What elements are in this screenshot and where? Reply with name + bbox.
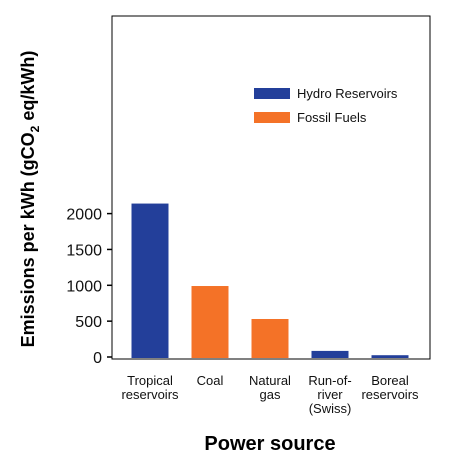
bars bbox=[131, 203, 409, 358]
x-category-label-line: Natural bbox=[249, 373, 291, 388]
y-axis-ticks: 0 500 1000 1500 2000 bbox=[66, 207, 112, 367]
y-axis-title-subscript: 2 bbox=[28, 125, 42, 132]
x-category-label-line: Run-of- bbox=[308, 373, 351, 388]
bar bbox=[251, 318, 289, 358]
y-tick-label: 1000 bbox=[66, 278, 102, 295]
x-category-label-line: river bbox=[317, 387, 343, 402]
y-tick-label: 1500 bbox=[66, 242, 102, 259]
x-category-label-line: gas bbox=[260, 387, 281, 402]
x-axis-title: Power source bbox=[204, 433, 335, 455]
y-axis-title: Emissions per kWh (gCO2 eq/kWh) bbox=[18, 51, 42, 348]
y-tick-label: 0 bbox=[93, 350, 102, 367]
x-category-label-line: (Swiss) bbox=[309, 401, 352, 416]
legend-label-hydro: Hydro Reservoirs bbox=[297, 86, 398, 101]
y-tick-label: 2000 bbox=[66, 207, 102, 224]
x-category-label-line: Tropical bbox=[127, 373, 173, 388]
y-axis-title-rest: eq/kWh) bbox=[18, 51, 38, 126]
plot-frame bbox=[111, 15, 431, 360]
x-category-label: Natural gas bbox=[249, 373, 291, 402]
x-category-label-line: Coal bbox=[197, 373, 224, 388]
bar bbox=[191, 286, 229, 358]
bar bbox=[311, 350, 349, 358]
bar bbox=[131, 203, 169, 358]
x-category-label: Coal bbox=[197, 373, 224, 388]
x-category-label-line: reservoirs bbox=[121, 387, 179, 402]
x-category-label: Tropical reservoirs bbox=[121, 373, 179, 402]
legend-swatch-hydro bbox=[254, 88, 290, 99]
x-category-label: Run-of-river (Swiss) bbox=[308, 373, 351, 416]
bar bbox=[371, 355, 409, 358]
x-category-label-line: reservoirs bbox=[361, 387, 419, 402]
x-category-label: Boreal reservoirs bbox=[361, 373, 419, 402]
legend: Hydro Reservoirs Fossil Fuels bbox=[254, 86, 398, 125]
y-tick-label: 500 bbox=[75, 314, 102, 331]
legend-swatch-fossil bbox=[254, 112, 290, 123]
legend-label-fossil: Fossil Fuels bbox=[297, 110, 367, 125]
y-axis-title-main: Emissions per kWh (gCO bbox=[18, 132, 38, 347]
x-category-label-line: Boreal bbox=[371, 373, 409, 388]
